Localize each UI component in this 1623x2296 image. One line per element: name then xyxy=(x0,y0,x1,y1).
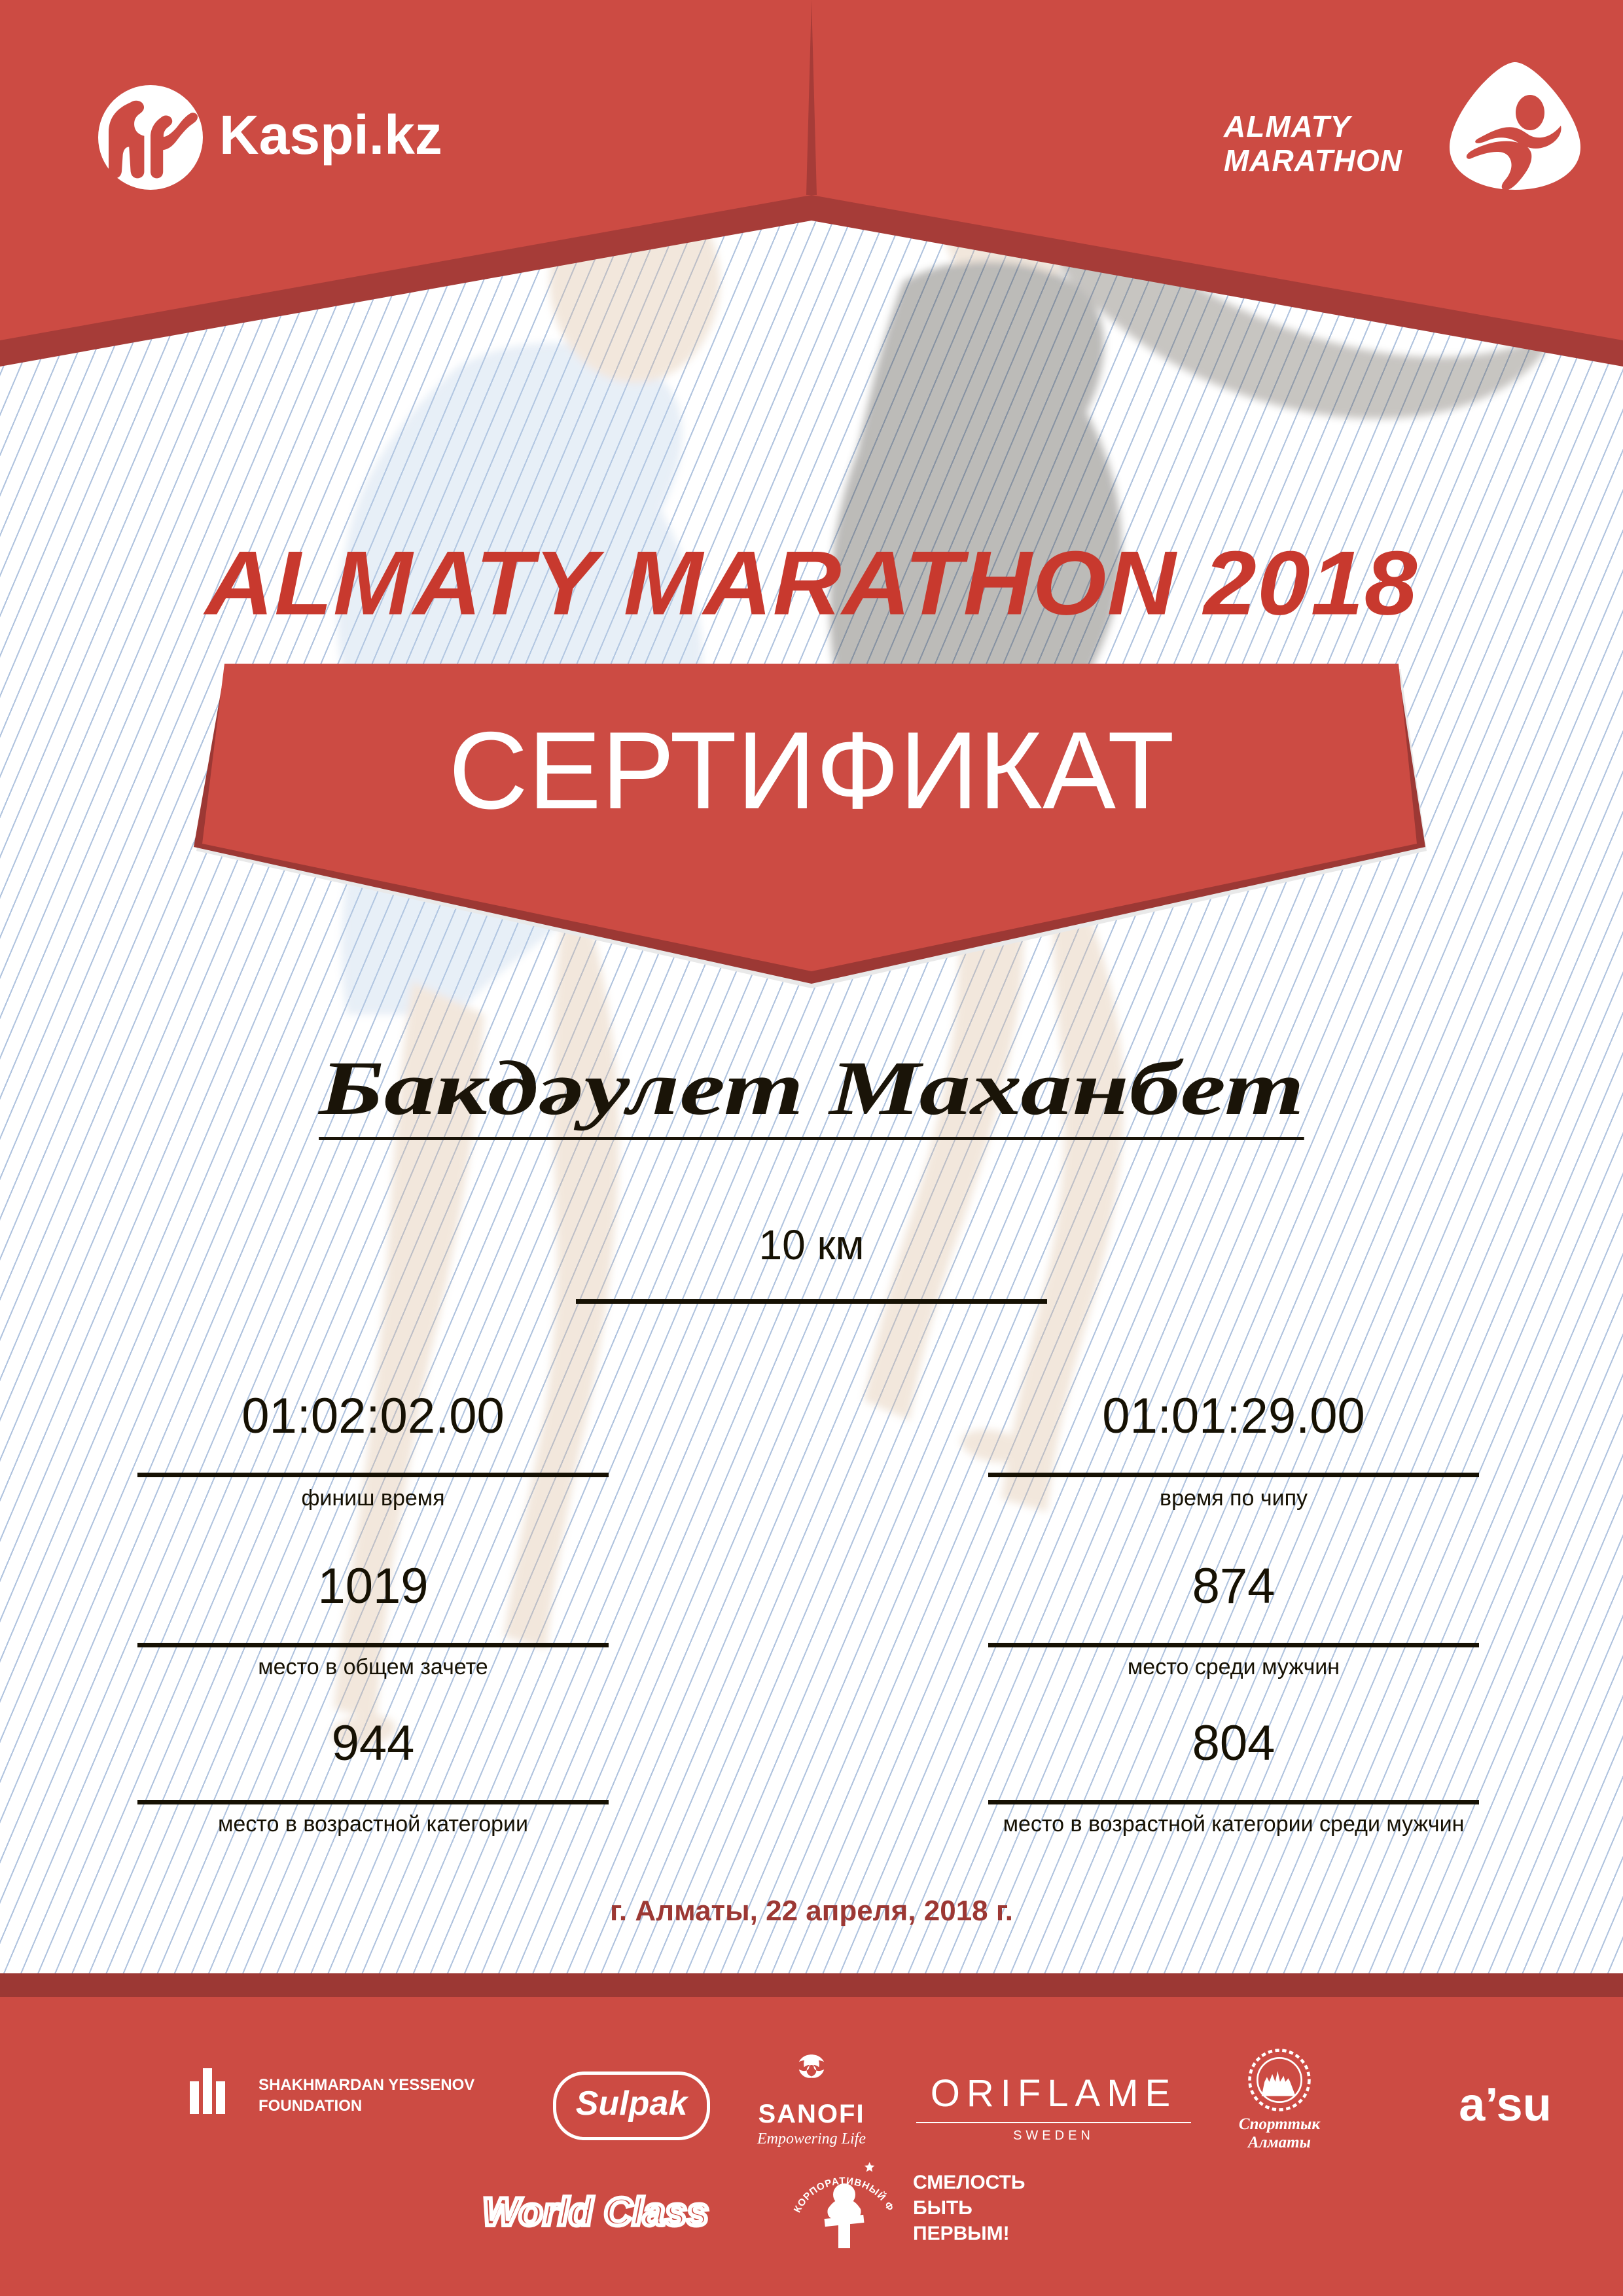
svg-text:СЕРТИФИКАТ: СЕРТИФИКАТ xyxy=(448,709,1174,832)
